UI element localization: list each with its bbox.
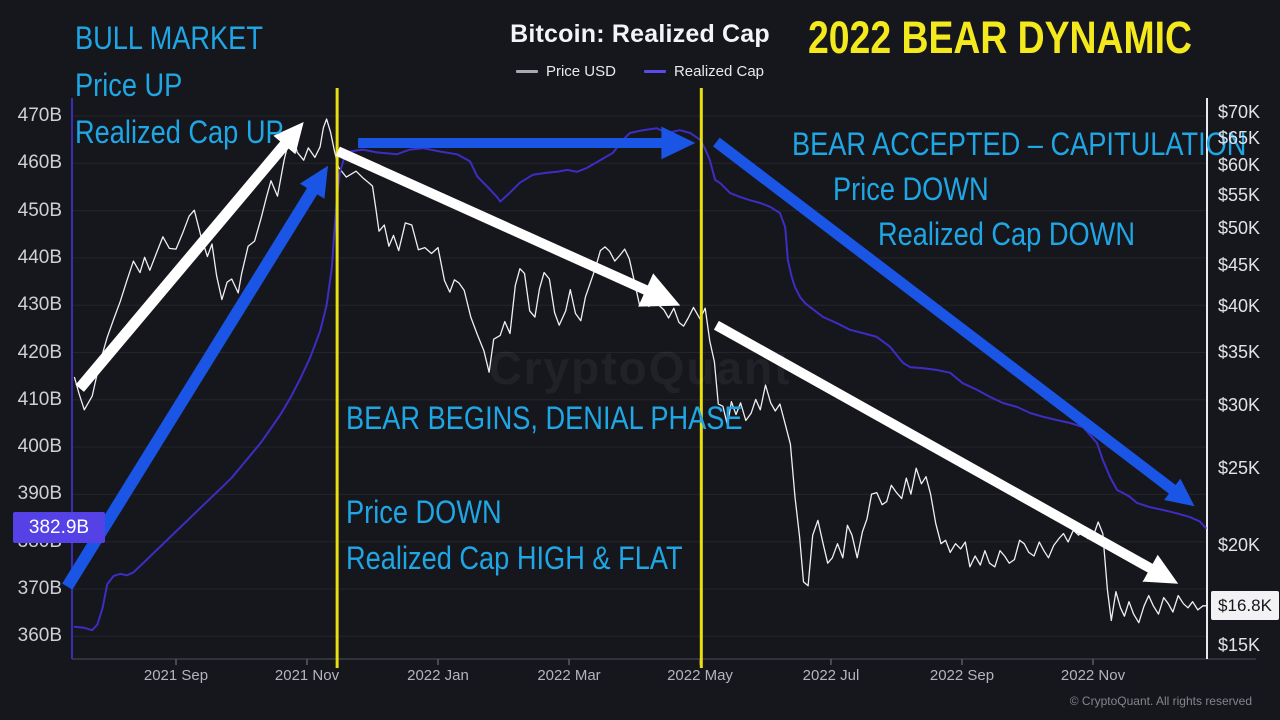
y-axis-label-right: $50K [1218, 218, 1261, 239]
x-axis-label: 2021 Nov [274, 667, 340, 684]
x-axis-label: 2022 Mar [537, 667, 601, 684]
legend-label-price: Price USD [545, 63, 616, 80]
y-axis-label-right: $60K [1218, 155, 1261, 176]
realized-cap-line-swatch [643, 70, 666, 73]
y-axis-label-left: 370B [17, 578, 62, 599]
bull-price-arrow [75, 139, 290, 392]
y-axis-label-left: 450B [17, 199, 62, 221]
annotation-bull-rcap-up: Realized Cap UP [75, 114, 284, 150]
capitulation-price-arrow-head [1142, 554, 1179, 584]
x-axis-label: 2022 Jul [802, 667, 860, 684]
copyright-notice: © CryptoQuant. All rights reserved [1069, 694, 1252, 708]
flat-realized-arrow-head [661, 126, 696, 160]
x-axis-label: 2021 Sep [143, 667, 209, 684]
y-axis-label-left: 420B [17, 341, 62, 363]
y-axis-label-left: 430B [17, 294, 62, 316]
legend-item-realized-cap: Realized Cap [643, 63, 765, 80]
chart-title: Bitcoin: Realized Cap [510, 20, 770, 48]
capitulation-realized-arrow [713, 137, 1178, 495]
annotation-bull-price-up: Price UP [75, 67, 183, 103]
y-axis-label-left: 470B [17, 105, 62, 126]
y-axis-label-right: $70K [1218, 102, 1261, 122]
y-axis-label-right: $15K [1218, 634, 1261, 655]
annotation-bear-begins: BEAR BEGINS, DENIAL PHASE [346, 400, 743, 436]
x-axis-label: 2022 Sep [929, 667, 995, 684]
legend: Price USD Realized Cap [0, 63, 1280, 80]
annotation-cap-rcap-down: Realized Cap DOWN [878, 216, 1135, 252]
annotation-denial-price-down: Price DOWN [346, 494, 502, 530]
y-axis-label-right: $65K [1218, 127, 1261, 148]
legend-item-price: Price USD [515, 63, 616, 80]
realized-cap-value-badge: 382.9B [13, 512, 105, 543]
y-axis-label-left: 460B [17, 152, 62, 174]
price-line-swatch [515, 70, 538, 73]
realized-cap-line [73, 127, 1207, 632]
y-axis-label-right: $25K [1218, 458, 1261, 479]
x-axis-label: 2022 Nov [1060, 667, 1126, 684]
y-axis-label-left: 440B [17, 246, 62, 268]
bull-realized-arrow [62, 186, 319, 590]
annotation-bull-market: BULL MARKET [75, 20, 263, 56]
legend-label-realized-cap: Realized Cap [673, 63, 765, 80]
y-axis-label-right: $20K [1218, 535, 1261, 556]
annotation-cap-price-down: Price DOWN [833, 171, 989, 207]
bull-price-arrow-head [273, 122, 304, 155]
y-axis-label-left: 400B [17, 436, 62, 458]
y-axis-label-left: 360B [17, 625, 62, 647]
capitulation-realized-arrow-head [1164, 478, 1195, 507]
y-axis-label-right: $30K [1218, 395, 1261, 416]
denial-price-arrow [335, 146, 650, 296]
annotation-bear-accepted: BEAR ACCEPTED – CAPITULATION [792, 126, 1247, 162]
y-axis-label-right: $55K [1218, 185, 1261, 206]
x-axis-label: 2022 May [667, 667, 733, 684]
capitulation-price-arrow [713, 320, 1155, 574]
y-axis-label-right: $45K [1218, 254, 1261, 275]
annotation-denial-rcap-flat: Realized Cap HIGH & FLAT [346, 540, 683, 576]
denial-price-arrow-head [638, 273, 681, 307]
y-axis-label-left: 410B [17, 388, 62, 410]
x-axis-label: 2022 Jan [407, 667, 469, 684]
price-value-badge: $16.8K [1211, 591, 1279, 620]
y-axis-label-right: $35K [1218, 341, 1261, 362]
headline-2022-bear-dynamic: 2022 BEAR DYNAMIC [808, 12, 1192, 63]
y-axis-label-right: $40K [1218, 295, 1261, 316]
bull-realized-arrow-head [299, 165, 328, 199]
y-axis-label-left: 390B [17, 483, 62, 505]
